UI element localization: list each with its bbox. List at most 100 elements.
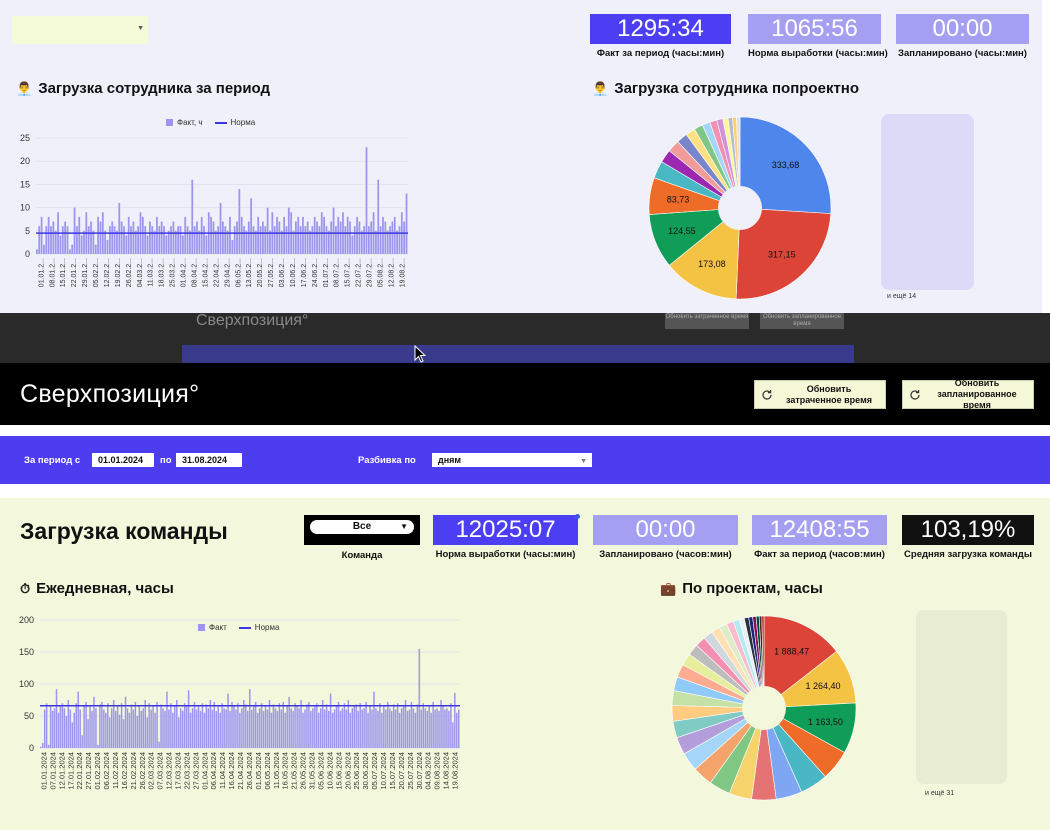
x-tick-label: 29.07.2... xyxy=(367,258,374,287)
bar xyxy=(323,216,326,254)
bar xyxy=(99,221,102,254)
bar xyxy=(420,709,423,748)
bar xyxy=(148,703,150,748)
bar xyxy=(164,710,166,748)
bar xyxy=(87,719,89,748)
x-tick-label: 31.05.2024 xyxy=(308,752,317,790)
bar xyxy=(209,700,212,748)
bar xyxy=(184,216,187,254)
bar xyxy=(353,226,356,254)
bar xyxy=(302,216,304,254)
bar xyxy=(122,719,125,748)
pie-hole xyxy=(718,186,762,230)
bar xyxy=(187,690,190,748)
more-label[interactable]: и ещё 31 xyxy=(925,790,955,797)
pie-label: 1 163,50 xyxy=(808,717,843,727)
bar xyxy=(116,230,118,254)
y-tick-label: 5 xyxy=(25,226,30,236)
bar xyxy=(434,709,436,748)
bar xyxy=(264,226,267,254)
bar xyxy=(71,722,74,748)
bar xyxy=(288,696,290,748)
bar xyxy=(405,193,408,254)
pie-legend-scroller[interactable] xyxy=(916,610,1007,784)
team-daily-chart: 0 50 100 150 200 01.01.2024 07.01.2024 12.01.20… xyxy=(19,615,460,790)
bar xyxy=(365,147,368,254)
kpi-value: 103,19% xyxy=(920,516,1016,543)
kpi-label: Факт за период (часов:мин) xyxy=(754,549,885,560)
x-tick-label: 21.05.2024 xyxy=(290,752,299,790)
employee-select[interactable]: ▼ xyxy=(12,16,148,44)
kpi-value: 12025:07 xyxy=(455,516,556,543)
bar xyxy=(110,708,113,748)
bar xyxy=(412,708,415,748)
refresh-spent-button[interactable]: Обновить затраченное время xyxy=(754,380,886,409)
bar xyxy=(245,230,248,254)
bar xyxy=(237,703,239,748)
pie-slice xyxy=(739,116,832,214)
x-tick-label: 27.01.2024 xyxy=(84,752,93,790)
x-tick-label: 11.02.2024 xyxy=(111,752,120,789)
bar xyxy=(259,226,262,254)
bar xyxy=(104,230,107,254)
bar xyxy=(50,226,52,254)
bar xyxy=(294,703,296,748)
bar xyxy=(245,704,247,748)
x-tick-label: 07.03.2024 xyxy=(156,752,165,790)
bar xyxy=(179,226,182,254)
bar xyxy=(186,226,189,254)
bar xyxy=(400,708,403,748)
bar xyxy=(69,709,72,748)
bar xyxy=(387,701,389,748)
date-to-input[interactable]: 31.08.2024 xyxy=(176,453,242,467)
section-title-text: Загрузка сотрудника попроектно xyxy=(614,80,860,97)
more-label[interactable]: и ещё 14 xyxy=(887,293,917,300)
team-select[interactable]: Все ▼ xyxy=(304,515,420,545)
bar xyxy=(212,221,215,254)
split-select-value: дням xyxy=(438,455,462,465)
pie-label: 333,68 xyxy=(772,160,800,170)
bar xyxy=(274,708,277,748)
legend-line xyxy=(238,626,251,629)
bar xyxy=(414,712,417,748)
bar xyxy=(343,703,346,748)
bar xyxy=(384,221,387,254)
bar xyxy=(103,709,105,748)
bar xyxy=(243,226,245,254)
bar xyxy=(53,708,56,748)
pie-legend-scroller[interactable] xyxy=(881,114,974,290)
bar xyxy=(172,221,175,254)
date-from-input[interactable]: 01.01.2024 xyxy=(92,453,154,467)
bar xyxy=(312,708,314,748)
x-tick-label: 22.01.2... xyxy=(71,258,78,287)
x-tick-label: 10.06.2024 xyxy=(325,752,334,790)
x-tick-label: 02.03.2024 xyxy=(147,752,156,790)
bar xyxy=(426,710,428,748)
split-select[interactable]: дням ▼ xyxy=(432,453,592,467)
bar xyxy=(330,221,333,254)
bar xyxy=(240,216,243,254)
x-tick-label: 15.04.2... xyxy=(202,258,209,287)
bar xyxy=(167,230,170,254)
bar xyxy=(146,235,149,254)
x-tick-label: 22.07.2... xyxy=(356,258,363,287)
bar xyxy=(134,701,137,748)
bar xyxy=(276,216,278,254)
x-tick-label: 29.01.2... xyxy=(82,258,89,287)
bar xyxy=(153,230,156,254)
bar xyxy=(332,207,335,254)
pie-label: 124,55 xyxy=(668,226,696,236)
bar xyxy=(99,704,101,748)
bar xyxy=(222,221,224,254)
bar xyxy=(270,712,273,748)
bar xyxy=(389,708,391,748)
bar xyxy=(454,692,456,748)
x-tick-label: 19.08.2024 xyxy=(451,752,460,790)
bar xyxy=(250,709,253,748)
bar xyxy=(278,221,281,254)
y-tick-label: 25 xyxy=(20,133,30,143)
bar xyxy=(252,705,255,748)
refresh-planned-button[interactable]: Обновить запланированное время xyxy=(902,378,1034,410)
y-tick-label: 0 xyxy=(25,249,30,259)
bar xyxy=(176,700,178,748)
